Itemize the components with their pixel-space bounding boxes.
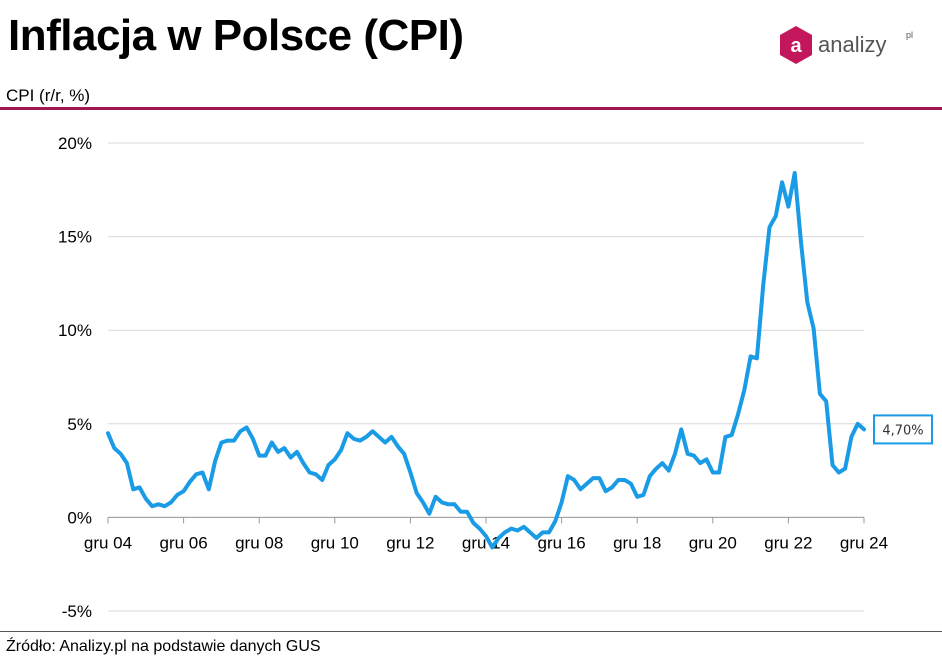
x-tick-label: gru 08 <box>235 533 283 552</box>
y-tick-label: -5% <box>62 602 92 621</box>
x-tick-label: gru 22 <box>764 533 812 552</box>
series-group <box>106 171 866 550</box>
y-tick-label: 10% <box>58 321 92 340</box>
last-value-callout: 4,70% <box>873 414 933 445</box>
x-tick-label: gru 04 <box>84 533 132 552</box>
cpi-series-line <box>106 171 866 550</box>
header-divider <box>0 107 942 110</box>
footer-divider <box>0 631 942 632</box>
logo-letter: a <box>790 35 802 57</box>
source-note: Źródło: Analizy.pl na podstawie danych G… <box>6 638 321 655</box>
x-tick-label: gru 18 <box>613 533 661 552</box>
last-value-box <box>873 414 933 445</box>
analizy-logo[interactable]: a analizy pl <box>778 24 938 68</box>
x-axis: gru 04 gru 06 gru 08 gru 10 gru 12 gru 14 gru … <box>84 516 888 552</box>
logo-hexagon-icon: a <box>780 26 812 64</box>
x-tick-label: gru 10 <box>311 533 359 552</box>
logo-suffix: pl <box>906 30 914 40</box>
x-tick-label: gru 06 <box>159 533 207 552</box>
x-tick-label: gru 16 <box>537 533 585 552</box>
y-tick-label: 0% <box>67 508 92 527</box>
y-tick-label: 5% <box>67 415 92 434</box>
y-axis-ticks: 20% 15% 10% 5% 0% -5% <box>58 134 92 621</box>
x-tick-label: gru 12 <box>386 533 434 552</box>
x-tick-label: gru 20 <box>689 533 737 552</box>
y-tick-label: 15% <box>58 228 92 247</box>
last-value-label: 4,70% <box>882 423 923 438</box>
logo-text: analizy <box>818 32 887 57</box>
y-tick-label: 20% <box>58 134 92 153</box>
x-tick-label: gru 24 <box>840 533 888 552</box>
unit-label: CPI (r/r, %) <box>6 86 91 105</box>
chart-title: Inflacja w Polsce (CPI) <box>8 11 464 60</box>
